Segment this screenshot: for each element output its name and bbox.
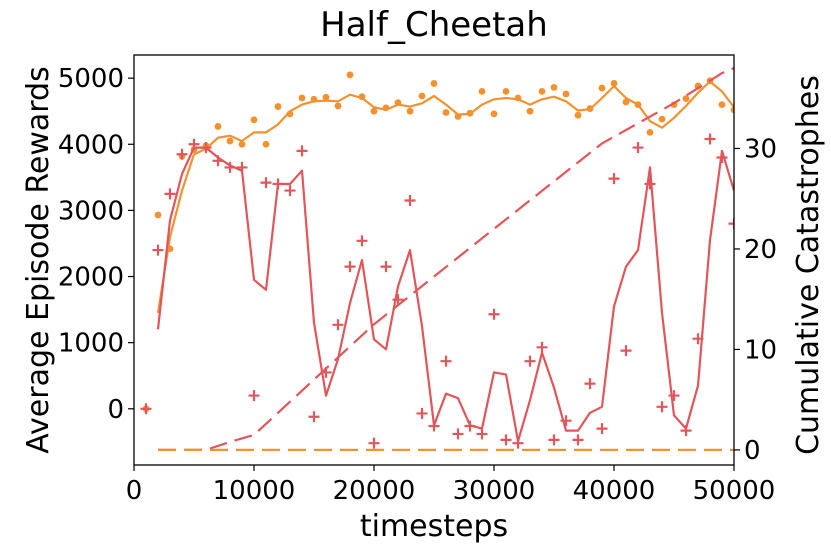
data-point-dot bbox=[154, 211, 162, 219]
data-point-plus bbox=[368, 437, 380, 449]
data-point-dot bbox=[574, 111, 582, 119]
y-axis-label: Average Episode Rewards bbox=[21, 66, 56, 453]
series-line-1 bbox=[156, 80, 734, 314]
data-point-plus bbox=[500, 434, 512, 446]
data-point-plus bbox=[488, 308, 500, 320]
data-point-dot bbox=[718, 101, 726, 108]
data-point-plus bbox=[476, 428, 488, 440]
data-point-plus bbox=[572, 434, 584, 446]
data-point-dot bbox=[730, 106, 734, 114]
data-point-dot bbox=[622, 98, 630, 106]
y-tick-label: 1000 bbox=[58, 329, 124, 359]
data-point-dot bbox=[538, 87, 546, 95]
data-point-dot bbox=[418, 92, 426, 100]
data-point-plus bbox=[416, 407, 428, 419]
data-point-plus bbox=[440, 355, 452, 367]
x-axis: 0 10000 20000 30000 40000 50000 bbox=[126, 465, 776, 506]
data-point-plus bbox=[356, 235, 368, 247]
data-point-dot bbox=[658, 115, 666, 123]
data-point-plus bbox=[164, 188, 176, 200]
data-point-plus bbox=[620, 345, 632, 357]
data-point-plus bbox=[344, 261, 356, 273]
data-point-dot bbox=[490, 110, 498, 118]
data-point-plus bbox=[656, 401, 668, 413]
data-point-plus bbox=[536, 341, 548, 353]
data-point-plus bbox=[176, 148, 188, 160]
series-line-4 bbox=[158, 67, 734, 451]
data-point-dot bbox=[502, 87, 510, 95]
data-point-dot bbox=[322, 93, 330, 101]
data-point-dot bbox=[262, 140, 270, 148]
data-point-plus bbox=[452, 428, 464, 440]
y-tick-label: 2000 bbox=[58, 263, 124, 293]
data-point-plus bbox=[296, 145, 308, 157]
data-point-dot bbox=[346, 71, 354, 79]
y2-tick-label: 10 bbox=[744, 335, 777, 365]
data-point-plus bbox=[404, 194, 416, 206]
plot-frame bbox=[133, 54, 735, 466]
data-point-plus bbox=[668, 390, 680, 402]
x-tick-label: 30000 bbox=[453, 476, 536, 506]
data-point-dot bbox=[442, 109, 450, 116]
data-point-dot bbox=[682, 95, 690, 103]
y2-tick-label: 0 bbox=[744, 436, 761, 466]
y-tick-label: 3000 bbox=[58, 196, 124, 226]
data-point-dot bbox=[334, 102, 342, 110]
y-axis-left: 0 1000 2000 3000 4000 5000 bbox=[58, 64, 134, 425]
data-point-dot bbox=[238, 140, 246, 148]
data-point-plus bbox=[308, 411, 320, 423]
data-point-dot bbox=[550, 84, 558, 91]
data-point-dot bbox=[406, 107, 414, 115]
data-point-plus bbox=[584, 378, 596, 390]
data-point-dot bbox=[430, 80, 438, 87]
chart-title: Half_Cheetah bbox=[320, 5, 548, 45]
plot-area bbox=[140, 67, 734, 451]
data-point-dot bbox=[274, 103, 282, 110]
x-tick-label: 40000 bbox=[573, 476, 656, 506]
series-line-3 bbox=[156, 146, 734, 443]
x-axis-label: timesteps bbox=[360, 509, 508, 544]
data-point-plus bbox=[332, 319, 344, 331]
data-point-plus bbox=[284, 185, 296, 197]
data-point-plus bbox=[608, 173, 620, 185]
data-point-dot bbox=[214, 123, 222, 130]
data-point-plus bbox=[392, 294, 404, 306]
data-point-dot bbox=[610, 80, 618, 87]
data-point-plus bbox=[380, 261, 392, 273]
x-tick-label: 50000 bbox=[693, 476, 776, 506]
x-tick-label: 0 bbox=[126, 476, 143, 506]
data-point-dot bbox=[250, 116, 258, 124]
data-point-dot bbox=[298, 94, 306, 102]
data-point-dot bbox=[526, 107, 534, 115]
x-tick-label: 10000 bbox=[213, 476, 296, 506]
data-point-plus bbox=[524, 355, 536, 367]
y-axis-right: 0 10 20 30 bbox=[734, 134, 777, 466]
data-point-plus bbox=[140, 403, 152, 415]
y2-tick-label: 20 bbox=[744, 235, 777, 265]
data-point-plus bbox=[548, 434, 560, 446]
data-point-plus bbox=[248, 390, 260, 402]
data-point-dot bbox=[646, 128, 654, 136]
data-point-dot bbox=[598, 84, 606, 92]
data-point-dot bbox=[226, 137, 234, 145]
data-point-plus bbox=[728, 218, 734, 230]
data-point-plus bbox=[260, 177, 272, 189]
data-point-dot bbox=[478, 87, 486, 95]
data-point-plus bbox=[704, 133, 716, 145]
y2-tick-label: 30 bbox=[744, 134, 777, 164]
data-point-plus bbox=[152, 244, 164, 256]
data-point-dot bbox=[370, 107, 378, 115]
x-tick-label: 20000 bbox=[333, 476, 416, 506]
y-tick-label: 0 bbox=[107, 395, 124, 425]
data-point-dot bbox=[562, 90, 570, 98]
data-point-plus bbox=[632, 142, 644, 154]
y-tick-label: 5000 bbox=[58, 64, 124, 94]
y2-axis-label: Cumulative Catastrophes bbox=[791, 75, 826, 455]
y-tick-label: 4000 bbox=[58, 130, 124, 160]
data-point-plus bbox=[596, 423, 608, 435]
